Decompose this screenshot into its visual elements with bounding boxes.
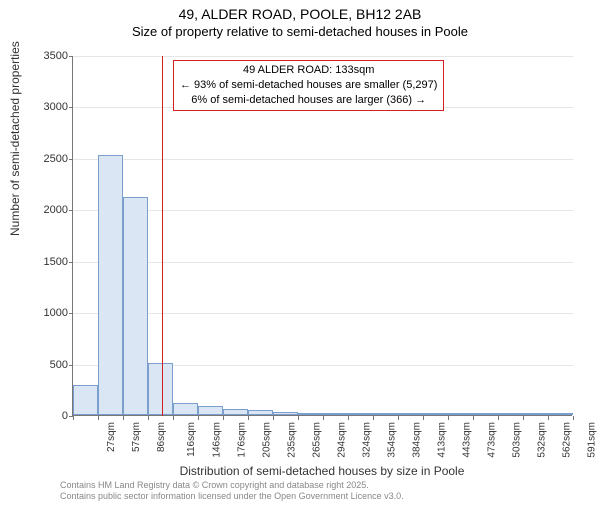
histogram-bar	[498, 413, 523, 415]
histogram-bar	[473, 413, 498, 415]
gridline	[73, 210, 573, 211]
plot: 49 ALDER ROAD: 133sqm← 93% of semi-detac…	[72, 56, 572, 416]
chart-container: 49, ALDER ROAD, POOLE, BH12 2AB Size of …	[0, 6, 600, 506]
x-tick-mark	[223, 416, 224, 420]
histogram-bar	[73, 385, 98, 415]
histogram-bar	[248, 410, 273, 415]
histogram-bar	[448, 413, 473, 415]
footer-line-1: Contains HM Land Registry data © Crown c…	[60, 480, 404, 491]
x-tick-label: 116sqm	[186, 422, 197, 457]
x-tick-label: 146sqm	[212, 422, 223, 458]
chart-subtitle: Size of property relative to semi-detach…	[0, 24, 600, 39]
y-tick-label: 2500	[28, 153, 68, 165]
histogram-bar	[373, 413, 398, 415]
x-tick-mark	[548, 416, 549, 420]
footer-attribution: Contains HM Land Registry data © Crown c…	[60, 480, 404, 503]
x-tick-mark	[173, 416, 174, 420]
histogram-bar	[273, 412, 298, 415]
histogram-bar	[173, 403, 198, 415]
x-tick-label: 235sqm	[287, 422, 298, 458]
x-tick-mark	[73, 416, 74, 420]
x-tick-mark	[148, 416, 149, 420]
x-tick-mark	[123, 416, 124, 420]
x-tick-label: 473sqm	[487, 422, 498, 458]
x-tick-label: 176sqm	[237, 422, 248, 458]
y-axis-label: Number of semi-detached properties	[8, 41, 22, 236]
x-tick-label: 384sqm	[412, 422, 423, 458]
marker-line	[162, 56, 163, 416]
x-tick-mark	[273, 416, 274, 420]
x-tick-label: 413sqm	[437, 422, 448, 458]
histogram-bar	[348, 413, 373, 415]
x-tick-label: 591sqm	[587, 422, 598, 458]
x-tick-mark	[573, 416, 574, 420]
gridline	[73, 56, 573, 57]
y-tick-label: 2000	[28, 204, 68, 216]
x-tick-mark	[498, 416, 499, 420]
x-tick-label: 265sqm	[312, 422, 323, 458]
histogram-bar	[548, 413, 573, 415]
x-tick-mark	[298, 416, 299, 420]
x-tick-label: 354sqm	[387, 422, 398, 458]
x-tick-mark	[323, 416, 324, 420]
annotation-line-2: ← 93% of semi-detached houses are smalle…	[180, 78, 437, 93]
x-tick-mark	[523, 416, 524, 420]
x-tick-label: 27sqm	[106, 422, 117, 452]
y-tick-label: 1500	[28, 256, 68, 268]
x-tick-label: 443sqm	[462, 422, 473, 458]
x-tick-label: 205sqm	[262, 422, 273, 458]
y-tick-label: 3500	[28, 50, 68, 62]
x-tick-mark	[398, 416, 399, 420]
x-tick-label: 503sqm	[512, 422, 523, 458]
histogram-bar	[323, 413, 348, 415]
histogram-bar	[198, 406, 223, 415]
y-tick-mark	[69, 313, 73, 314]
histogram-bar	[148, 363, 173, 415]
x-tick-mark	[448, 416, 449, 420]
x-tick-label: 532sqm	[537, 422, 548, 458]
x-tick-mark	[248, 416, 249, 420]
gridline	[73, 159, 573, 160]
annotation-line-3: 6% of semi-detached houses are larger (3…	[180, 93, 437, 108]
x-axis-label: Distribution of semi-detached houses by …	[72, 464, 572, 478]
x-tick-mark	[473, 416, 474, 420]
y-tick-mark	[69, 107, 73, 108]
y-tick-mark	[69, 56, 73, 57]
gridline	[73, 313, 573, 314]
y-tick-mark	[69, 210, 73, 211]
x-tick-mark	[348, 416, 349, 420]
footer-line-2: Contains public sector information licen…	[60, 491, 404, 502]
x-tick-mark	[423, 416, 424, 420]
x-tick-label: 294sqm	[337, 422, 348, 458]
x-tick-label: 324sqm	[362, 422, 373, 458]
histogram-bar	[298, 413, 323, 415]
y-tick-label: 1000	[28, 307, 68, 319]
x-tick-mark	[198, 416, 199, 420]
histogram-bar	[398, 413, 423, 415]
histogram-bar	[98, 155, 123, 415]
y-tick-label: 500	[28, 359, 68, 371]
y-tick-mark	[69, 159, 73, 160]
histogram-bar	[223, 409, 248, 415]
x-tick-mark	[98, 416, 99, 420]
annotation-box: 49 ALDER ROAD: 133sqm← 93% of semi-detac…	[173, 60, 444, 111]
annotation-line-1: 49 ALDER ROAD: 133sqm	[180, 63, 437, 78]
histogram-bar	[123, 197, 148, 415]
plot-area: 49 ALDER ROAD: 133sqm← 93% of semi-detac…	[72, 56, 572, 416]
y-tick-mark	[69, 365, 73, 366]
y-tick-label: 0	[28, 410, 68, 422]
histogram-bar	[523, 413, 548, 415]
gridline	[73, 262, 573, 263]
histogram-bar	[423, 413, 448, 415]
x-tick-label: 57sqm	[131, 422, 142, 452]
y-tick-label: 3000	[28, 101, 68, 113]
x-tick-label: 562sqm	[562, 422, 573, 458]
y-tick-mark	[69, 262, 73, 263]
x-tick-mark	[373, 416, 374, 420]
chart-title: 49, ALDER ROAD, POOLE, BH12 2AB	[0, 6, 600, 22]
x-tick-label: 86sqm	[156, 422, 167, 452]
